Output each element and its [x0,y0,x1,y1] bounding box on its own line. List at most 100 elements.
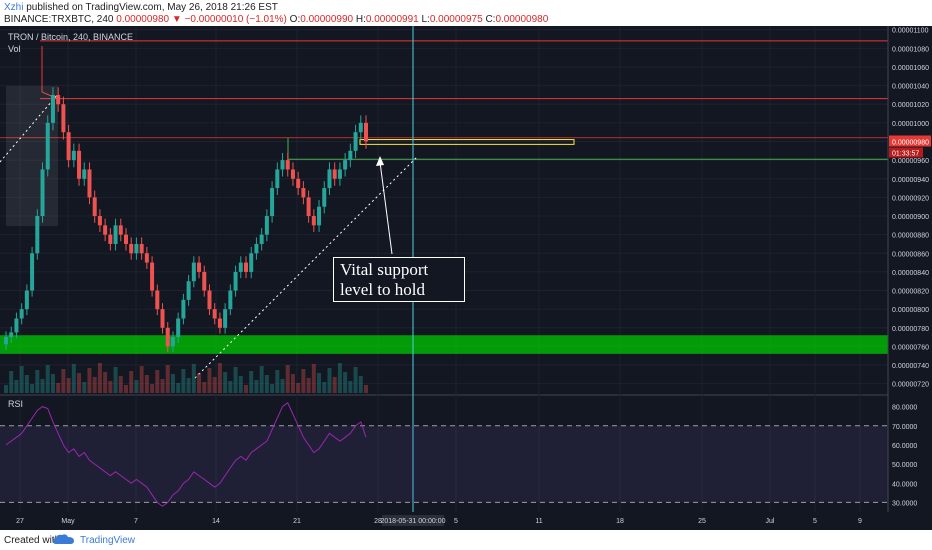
publish-header: Xzhi published on TradingView.com, May 2… [0,0,932,26]
time-tick-label: 28 [374,518,382,525]
volume-bar [19,366,24,393]
candle-body [113,225,118,244]
ohlc-line: BINANCE:TRXBTC, 240 0.00000980 ▼ −0.0000… [4,14,548,25]
volume-bar [14,380,19,393]
time-axis[interactable]: 27 May 7 14 21 28 5 11 18 25 Jul 5 9 2018-05-31 00:00… [16,515,862,526]
chart-area[interactable]: 0.00001100 0.00001080 0.00001060 0.00001040… [0,26,932,530]
candle-body [191,262,196,282]
tradingview-brand[interactable]: TradingView [80,535,136,546]
rsi-tick-label: 50.0000 [892,462,917,469]
candle-body [285,160,290,170]
volume-bar [30,384,35,393]
volume-bar [238,376,243,393]
candle-body [249,253,254,272]
candle-body [244,262,248,272]
candle-body [306,197,311,217]
high-value: 0.00000991 [365,14,419,25]
candle-body [202,271,207,291]
time-tick-label: Jul [766,518,775,525]
volume-bar [275,370,280,393]
candle-body [155,290,160,310]
candle-body [181,299,186,319]
candle-body [71,150,76,161]
volume-bar [186,378,191,393]
price-tick-label: 0.00000820 [892,289,929,296]
symbol-label: BINANCE:TRXBTC, 240 [4,14,114,25]
author-link[interactable]: Xzhi [4,2,24,13]
price-tick-label: 0.00001040 [892,84,929,91]
price-change: −0.00000010 (−1.01%) [184,14,287,25]
volume-bar [103,372,108,393]
price-tick-label: 0.00001080 [892,46,929,53]
price-tick-label: 0.00001020 [892,102,929,109]
volume-bar [181,369,186,393]
low-label: L: [421,14,430,25]
volume-bar [144,375,149,393]
time-tick-label: 18 [616,518,624,525]
crosshair-date-label: 2018-05-31 00:00:00 [381,518,446,525]
volume-bar [202,382,207,393]
candle-body [364,122,368,142]
price-tick-label: 0.00000920 [892,195,929,202]
candle-body [228,290,233,310]
candle-body [9,332,14,338]
candle-body [280,160,285,170]
volume-bar [249,371,254,393]
time-tick-label: May [61,518,75,525]
price-chart-svg[interactable]: 0.00001100 0.00001080 0.00001060 0.00001040… [0,26,932,530]
candle-body [311,216,316,226]
volume-bar [82,382,87,393]
drawing-layer [0,26,888,512]
rsi-pane [0,402,888,507]
candle-body [66,132,71,161]
close-value: 0.00000980 [495,14,549,25]
rsi-tick-label: 30.0000 [892,500,917,507]
candle-body [118,225,123,235]
candle-body [144,253,149,263]
volume-bar [165,365,170,393]
candle-body [87,169,92,198]
volume-bar [113,367,118,393]
support-annotation[interactable]: Vital support level to hold [333,257,465,302]
time-tick-label: 5 [813,518,817,525]
candle-body [270,188,275,217]
volume-bar [56,383,61,393]
candle-body [24,290,29,310]
volume-bar [337,363,342,393]
candle-body [337,169,342,179]
candle-body [77,150,82,179]
candle-body [186,281,191,300]
volume-bar [358,376,363,393]
volume-bar [270,384,275,393]
candle-body [348,150,353,161]
volume-bar [150,384,155,393]
candle-body [343,160,348,170]
price-tick-label: 0.00001000 [892,121,929,128]
volume-bar [254,380,259,393]
candlestick-series [4,87,368,353]
rsi-tick-label: 40.0000 [892,481,917,488]
candle-body [30,253,35,291]
candle-body [301,188,306,198]
volume-bar [233,367,238,393]
candle-body [353,132,358,151]
price-tick-label: 0.00000900 [892,214,929,221]
volume-bar [197,373,202,393]
volume-bar [97,363,102,393]
candle-body [254,243,259,254]
price-axis[interactable]: 0.00001100 0.00001080 0.00001060 0.00001040… [887,26,932,530]
volume-bar [228,381,233,393]
time-tick-label: 11 [535,518,542,525]
price-tick-label: 0.00000740 [892,363,929,370]
candle-body [4,337,8,345]
candle-body [139,243,144,254]
volume-bar [77,373,82,393]
rsi-legend: RSI [8,399,23,409]
volume-bar [290,374,295,393]
price-tick-label: 0.00000960 [892,158,929,165]
candle-body [170,337,175,347]
time-tick-label: 5 [454,518,458,525]
volume-bar [134,380,139,393]
support-zone [0,335,888,354]
volume-bar [139,366,144,393]
